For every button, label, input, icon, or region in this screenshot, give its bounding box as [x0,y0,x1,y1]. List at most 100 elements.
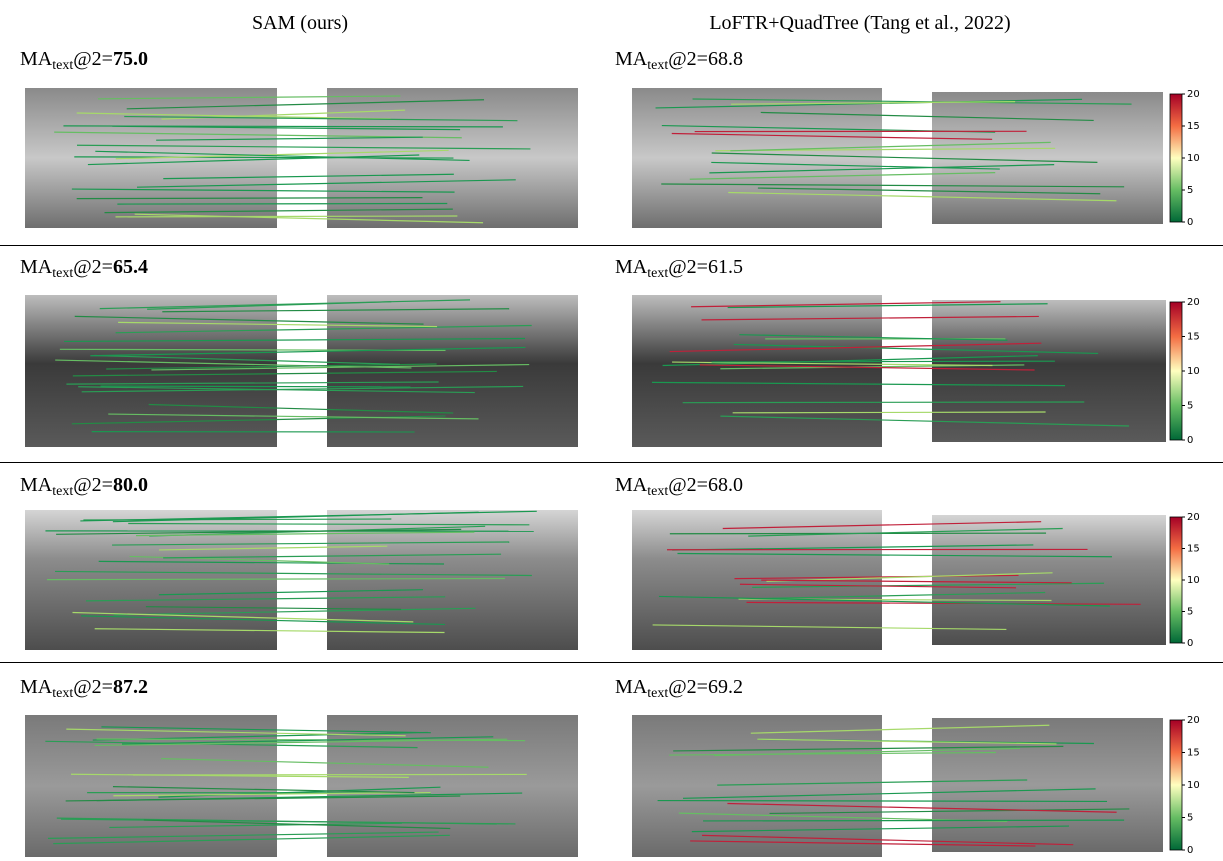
match-line [158,786,441,798]
match-line [94,354,400,365]
row-separator [0,662,1223,663]
match-line [669,751,996,756]
match-line [682,401,1085,404]
colorbar-tick-label: 15 [1187,748,1200,759]
match-line [655,98,1083,109]
metric-subscript: text [647,484,669,499]
match-line [158,545,388,551]
match-line [752,582,1105,588]
match-line [136,179,516,188]
photo [632,88,882,228]
match-line [112,125,461,131]
match-line [94,628,445,634]
colorbar-tick-label: 0 [1187,638,1193,649]
match-line [652,381,1066,387]
match-line [691,301,1001,308]
match-line [757,187,1101,195]
match-line [161,758,489,768]
match-line [677,552,1112,558]
photo [932,92,1163,224]
match-line [109,822,402,829]
metric-name: MA [615,48,648,70]
colorbar [1169,719,1183,851]
photo [632,295,882,447]
match-line [711,161,1000,170]
match-line [673,745,1064,752]
match-line [689,172,996,180]
row-separator [0,462,1223,463]
match-line [750,724,1050,734]
match-line [115,149,449,160]
match-line [115,324,532,334]
metric-suffix: @2= [73,676,113,698]
metric-suffix: @2= [73,256,113,278]
match-line [78,386,475,394]
match-line [715,147,1056,152]
metric-suffix: @2= [73,48,113,70]
colorbar-tick-label: 10 [1187,366,1200,377]
match-line [761,579,1072,584]
metric-suffix: @2= [668,676,708,698]
colorbar-tick-label: 0 [1187,845,1193,856]
metric-label: MAtext@2=68.0 [615,474,743,500]
match-line [748,527,1063,537]
metric-suffix: @2= [73,474,113,496]
match-line [727,303,1048,309]
match-line [101,726,431,734]
match-line [71,188,455,193]
match-line [662,355,1038,367]
match-line [97,95,401,100]
match-line [77,144,531,150]
match-line [163,553,502,559]
match-line [66,728,406,737]
match-line [163,173,454,180]
match-line [703,819,1125,822]
match-line [74,315,424,325]
match-line [728,191,1117,202]
match-line [124,115,518,122]
match-line [76,197,423,200]
metric-label: MAtext@2=61.5 [615,256,743,282]
colorbar [1169,516,1183,644]
colorbar-tick-label: 15 [1187,332,1200,343]
photo [327,715,578,857]
match-line [104,208,453,214]
colorbar-tick-label: 20 [1187,512,1200,523]
match-line [652,624,1007,631]
match-line [145,606,402,610]
colorbar-tick-label: 15 [1187,121,1200,132]
match-line [143,819,451,830]
match-line [739,334,1008,341]
metric-subscript: text [52,266,74,281]
match-line [669,342,1042,353]
match-line [118,321,438,328]
colorbar-tick-label: 10 [1187,575,1200,586]
match-line [147,301,392,310]
colorbar-tick-label: 20 [1187,715,1200,726]
match-line [81,615,445,626]
match-line [90,346,526,357]
match-line [727,802,1117,813]
colorbar-tick-label: 15 [1187,544,1200,555]
metric-suffix: @2= [668,48,708,70]
match-line [714,747,1021,757]
match-line [117,202,448,205]
match-line [722,521,1042,530]
match-line [682,788,1096,799]
match-line [760,111,1094,122]
column-title: LoFTR+QuadTree (Tang et al., 2022) [709,12,1011,34]
match-line [757,738,1057,745]
match-line [71,773,409,779]
match-line [136,531,475,537]
metric-subscript: text [52,484,74,499]
match-line [672,361,993,367]
colorbar [1169,93,1183,223]
metric-suffix: @2= [668,474,708,496]
metric-label: MAtext@2=87.2 [20,676,148,702]
match-line [661,183,1125,188]
match-line [74,156,454,159]
match-line [756,591,1046,600]
match-line [717,779,1028,786]
